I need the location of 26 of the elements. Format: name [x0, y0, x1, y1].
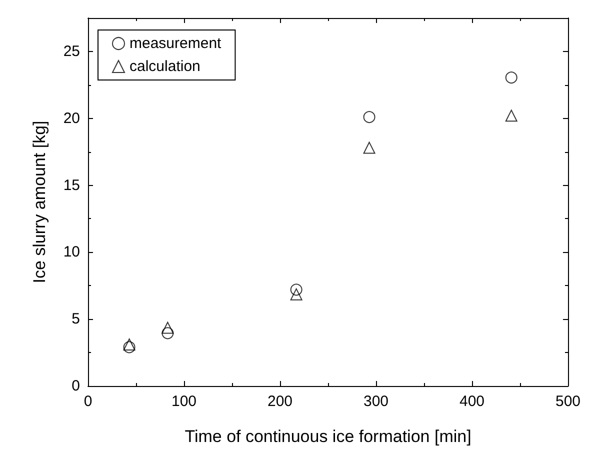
legend-label: measurement: [130, 35, 222, 52]
x-tick-label: 200: [267, 393, 293, 410]
x-tick-label: 300: [363, 393, 389, 410]
y-tick-label: 5: [72, 310, 80, 328]
legend-label: calculation: [130, 58, 200, 75]
x-tick-label: 100: [171, 393, 197, 410]
point: [123, 338, 136, 351]
y-tick-label: 15: [63, 176, 80, 194]
x-tick-label: 500: [555, 393, 581, 410]
x-tick-label: 400: [459, 393, 485, 410]
point: [162, 322, 174, 334]
point: [123, 341, 136, 354]
point: [363, 142, 376, 154]
y-tick-label: 0: [72, 378, 80, 394]
y-tick-label: 25: [63, 42, 80, 60]
point: [290, 288, 302, 300]
point: [363, 111, 376, 124]
y-tick-label: 20: [63, 110, 80, 127]
y-tick-label: 10: [63, 244, 80, 261]
x-axis-title: Time of continuous ice formation [min]: [184, 427, 472, 446]
point: [290, 284, 302, 296]
point: [505, 72, 518, 84]
y-axis-title: Ice slurry amount [kg]: [30, 120, 49, 284]
point: [162, 327, 174, 340]
x-tick-label: 0: [84, 393, 92, 410]
point: [505, 110, 518, 122]
